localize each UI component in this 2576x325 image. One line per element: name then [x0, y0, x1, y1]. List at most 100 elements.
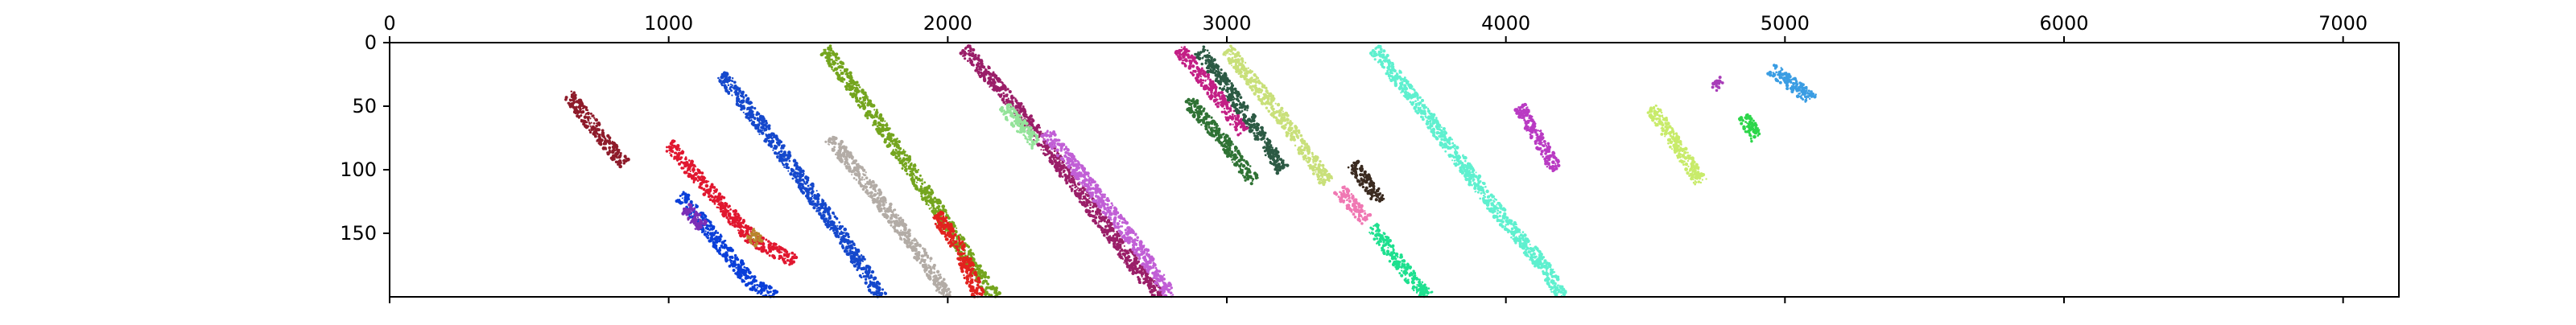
scatter-point — [857, 84, 861, 87]
scatter-point — [811, 190, 815, 194]
scatter-point — [751, 286, 753, 288]
scatter-point — [824, 205, 828, 209]
scatter-point — [783, 248, 786, 250]
scatter-point — [848, 71, 852, 76]
scatter-point — [721, 76, 724, 80]
scatter-point — [1009, 100, 1014, 104]
scatter-point — [671, 150, 675, 154]
scatter-point — [1108, 241, 1111, 245]
scatter-point — [940, 231, 944, 235]
scatter-point — [1085, 201, 1088, 204]
scatter-point — [1153, 274, 1157, 278]
scatter-point — [923, 186, 927, 191]
scatter-point — [944, 237, 948, 241]
scatter-point — [698, 218, 701, 221]
scatter-point — [622, 162, 626, 165]
scatter-point — [844, 85, 848, 88]
scatter-point — [749, 116, 753, 119]
scatter-point — [778, 150, 781, 154]
scatter-point — [1068, 185, 1072, 188]
scatter-point — [1088, 206, 1092, 209]
scatter-point — [898, 147, 902, 150]
scatter-point — [964, 265, 967, 268]
scatter-point — [1156, 278, 1160, 282]
scatter-point — [912, 163, 917, 167]
scatter-point — [838, 158, 843, 162]
scatter-point — [595, 122, 598, 125]
scatter-point — [784, 151, 786, 154]
scatter-point — [974, 53, 977, 56]
scatter-point — [669, 152, 671, 154]
scatter-point — [587, 119, 590, 121]
scatter-point — [1141, 249, 1144, 251]
scatter-point — [1060, 166, 1063, 170]
scatter-point — [866, 96, 869, 98]
scatter-point — [863, 178, 865, 181]
scatter-point — [793, 253, 796, 257]
scatter-point — [753, 290, 756, 292]
scatter-point — [1071, 184, 1074, 187]
scatter-point — [947, 287, 951, 291]
scatter-point — [615, 152, 618, 155]
scatter-point — [856, 252, 859, 255]
scatter-point — [853, 80, 857, 84]
scatter-point — [740, 232, 744, 236]
scatter-point — [977, 58, 981, 62]
scatter-point — [1158, 269, 1162, 273]
scatter-point — [1089, 204, 1092, 207]
scatter-point — [983, 272, 987, 277]
scatter-point — [1100, 202, 1104, 207]
scatter-point — [706, 231, 710, 234]
scatter-point — [932, 282, 936, 286]
scatter-point — [829, 54, 832, 57]
scatter-point — [1049, 138, 1053, 142]
scatter-point — [770, 250, 772, 253]
scatter-point — [611, 140, 613, 143]
scatter-point — [1158, 285, 1160, 287]
scatter-point — [727, 249, 729, 252]
scatter-point — [718, 79, 723, 84]
scatter-point — [858, 86, 861, 88]
scatter-point — [861, 272, 864, 275]
scatter-point — [681, 212, 684, 216]
scatter-point — [618, 164, 622, 169]
scatter-point — [855, 97, 859, 101]
scatter-point — [911, 167, 915, 171]
scatter-point — [901, 167, 904, 170]
scatter-point — [864, 183, 867, 186]
scatter-point — [670, 154, 673, 157]
scatter-point — [672, 139, 675, 142]
scatter-point — [1000, 86, 1002, 88]
scatter-point — [768, 134, 772, 139]
scatter-point — [860, 183, 862, 185]
scatter-point — [935, 206, 939, 209]
scatter-point — [1031, 119, 1035, 122]
scatter-point — [1062, 163, 1066, 167]
scatter-point — [1097, 224, 1100, 228]
scatter-point — [1103, 220, 1106, 223]
scatter-point — [969, 265, 972, 268]
scatter-point — [816, 193, 821, 198]
scatter-point — [1055, 154, 1059, 158]
scatter-point — [754, 238, 758, 241]
scatter-point — [681, 150, 684, 152]
scatter-point — [972, 252, 975, 255]
scatter-point — [722, 213, 726, 218]
scatter-point — [897, 158, 901, 162]
scatter-point — [894, 208, 897, 212]
scatter-point — [592, 132, 597, 136]
scatter-point — [869, 281, 874, 286]
scatter-point — [1121, 257, 1125, 260]
scatter-point — [757, 117, 760, 121]
scatter-point — [1128, 264, 1132, 269]
scatter-series — [746, 228, 764, 248]
scatter-point — [717, 76, 720, 80]
scatter-point — [876, 197, 878, 200]
scatter-point — [724, 88, 729, 93]
scatter-point — [847, 163, 849, 166]
scatter-point — [874, 110, 879, 115]
scatter-point — [1080, 166, 1084, 171]
scatter-point — [695, 166, 697, 168]
scatter-point — [1154, 266, 1157, 269]
scatter-point — [841, 76, 844, 79]
